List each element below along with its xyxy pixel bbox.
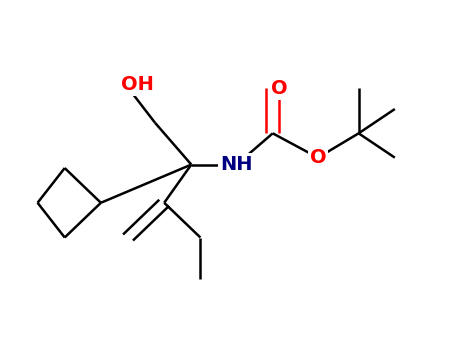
- Text: O: O: [271, 79, 288, 98]
- Text: NH: NH: [220, 155, 253, 174]
- Text: O: O: [310, 148, 326, 167]
- Text: OH: OH: [121, 75, 153, 94]
